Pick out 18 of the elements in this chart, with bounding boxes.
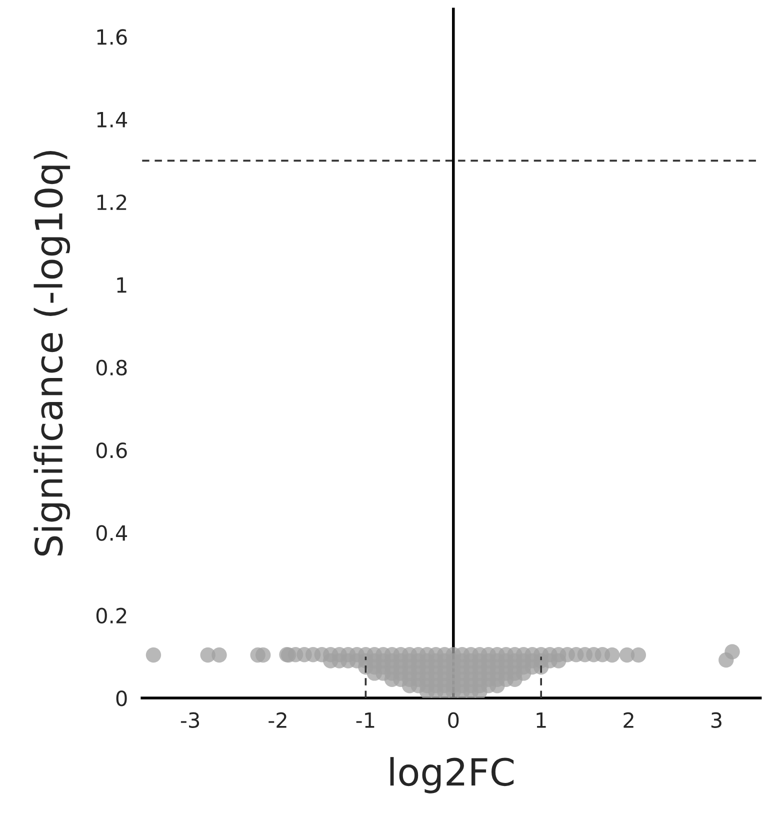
y-tick-label: 0.4 bbox=[96, 525, 128, 541]
x-tick-label: 0 bbox=[448, 712, 459, 728]
y-tick-label: 1.2 bbox=[97, 194, 126, 210]
x-tick-label: -2 bbox=[268, 712, 286, 728]
x-tick-label: 2 bbox=[624, 712, 634, 728]
y-axis-title: Significance (-log10q) bbox=[34, 150, 70, 556]
x-tick-label: -1 bbox=[356, 712, 374, 728]
y-tick-label: 1.6 bbox=[97, 29, 127, 45]
y-tick-label: 1.4 bbox=[97, 112, 128, 128]
y-tick-label: 0.6 bbox=[96, 442, 127, 458]
y-tick-label: 0.8 bbox=[96, 360, 127, 376]
x-tick-label: 3 bbox=[711, 712, 722, 728]
x-tick-label: -3 bbox=[180, 712, 200, 728]
y-tick-label: 1 bbox=[117, 277, 126, 293]
y-tick-label: 0 bbox=[116, 690, 127, 706]
x-axis-title: log2FC bbox=[390, 757, 514, 794]
x-tick-label: 1 bbox=[536, 712, 546, 728]
y-tick-label: 0.2 bbox=[96, 608, 126, 624]
